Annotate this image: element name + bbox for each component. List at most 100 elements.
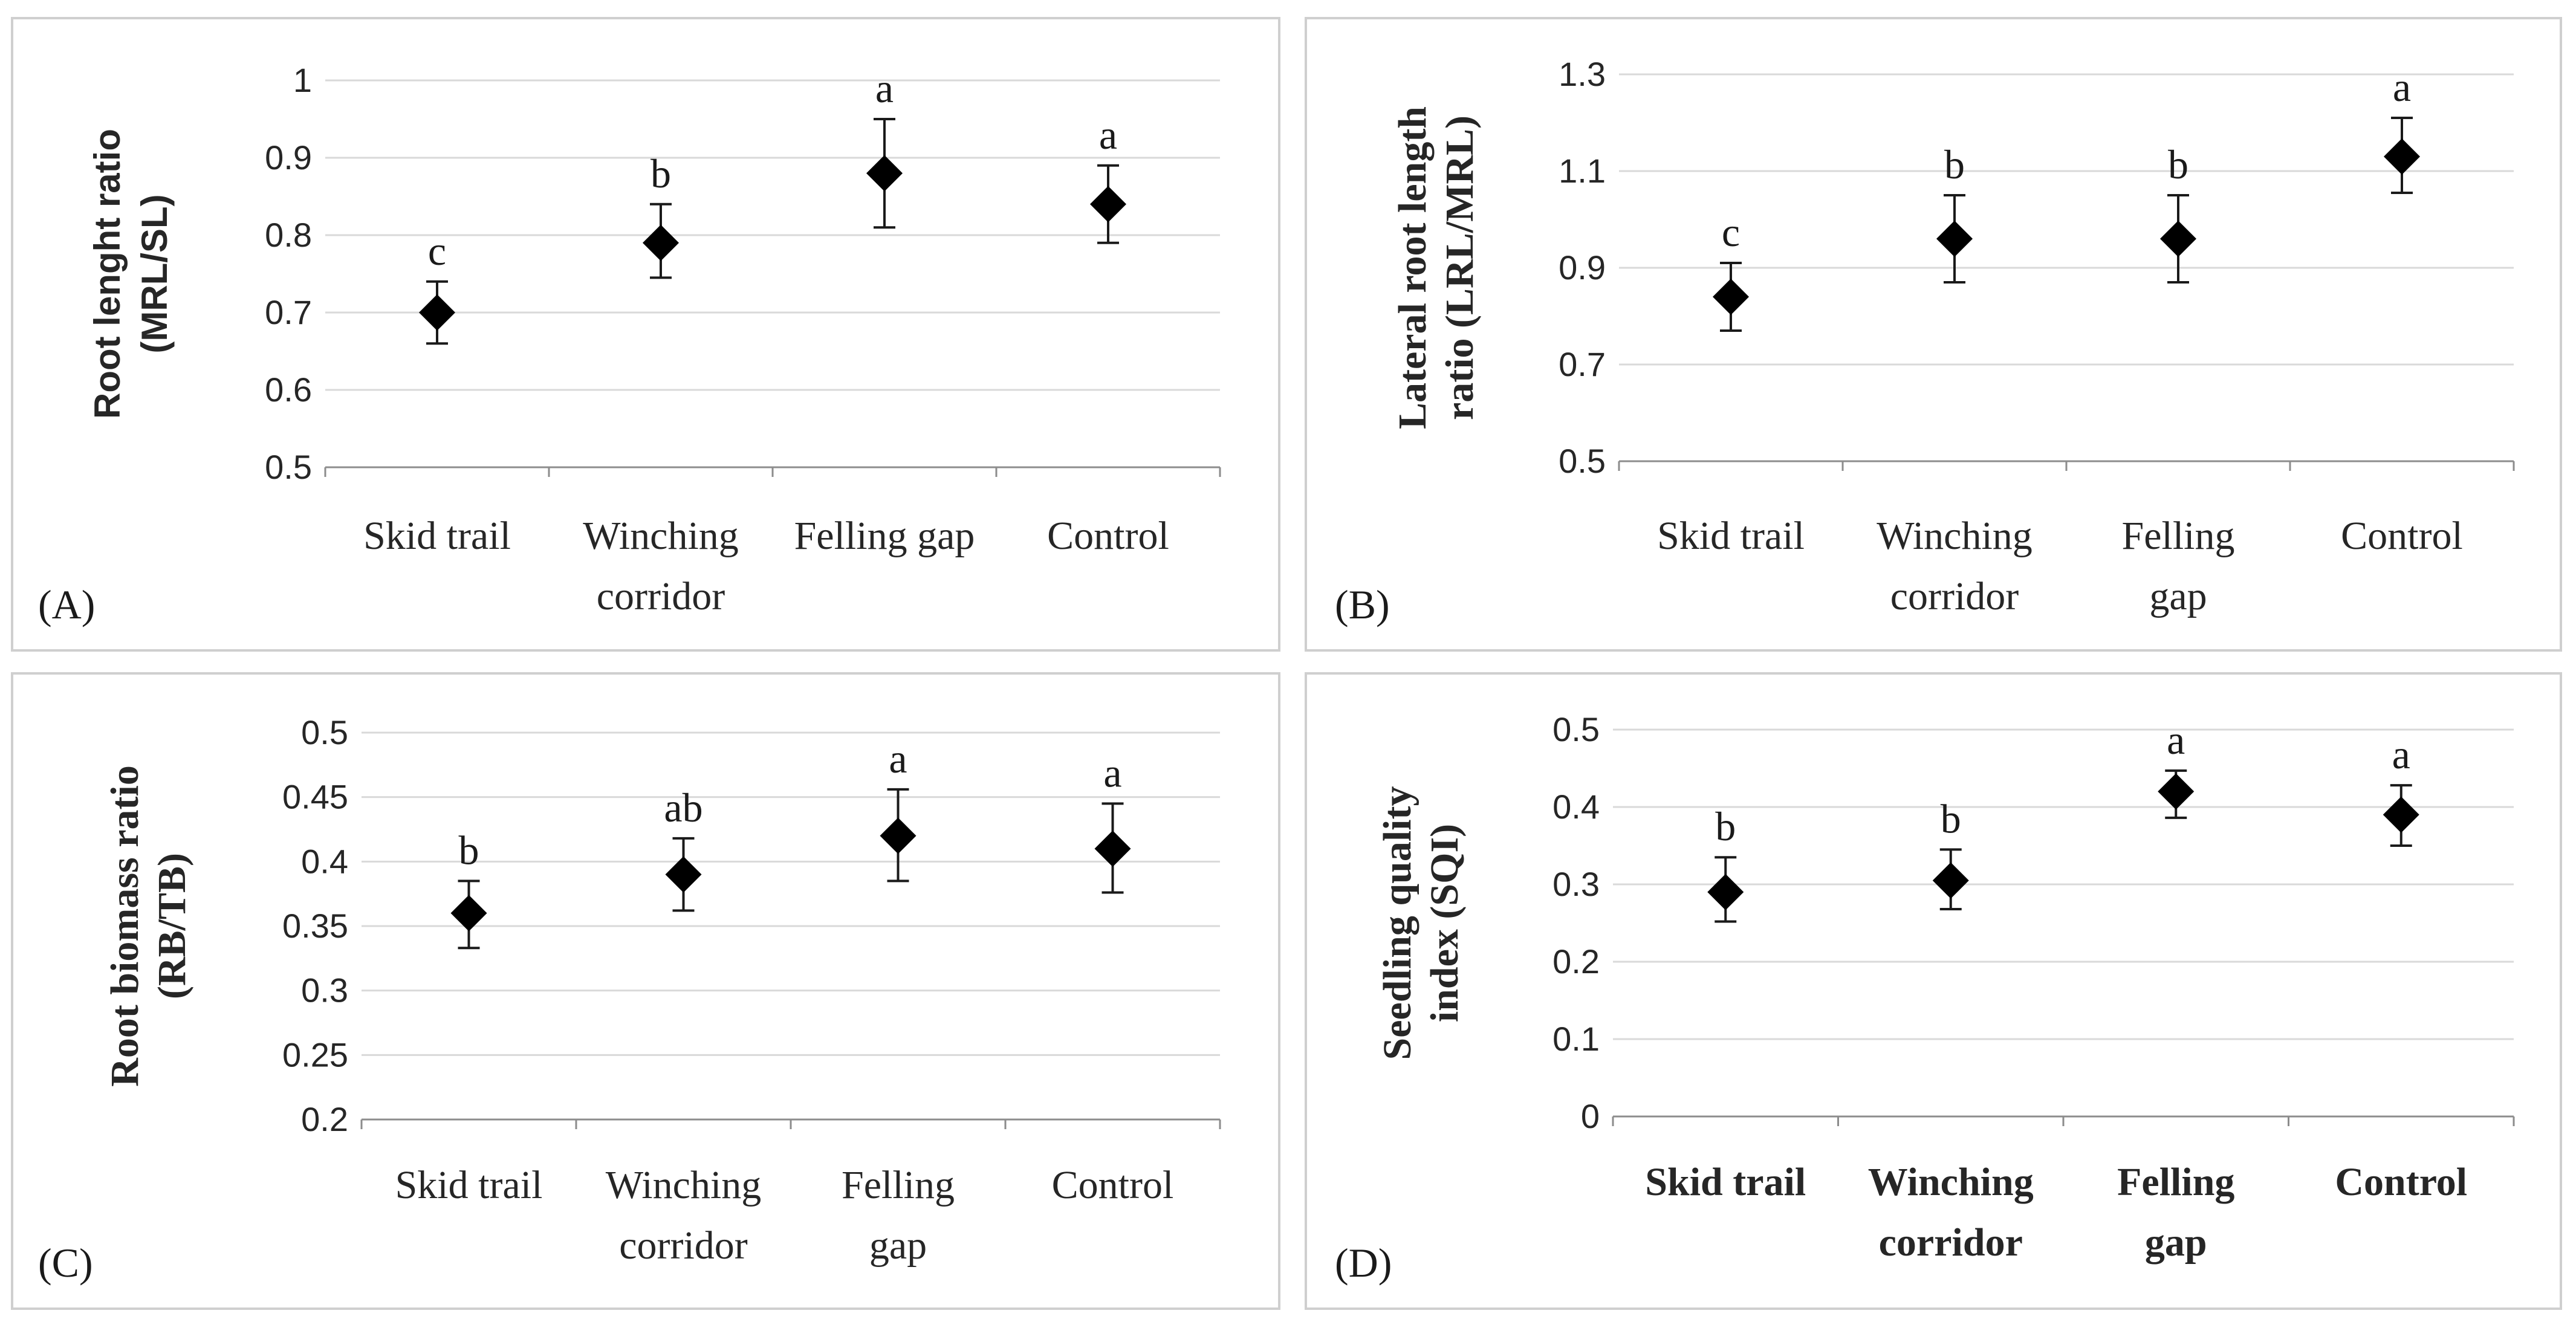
panel-d-category-label-line: Winching: [1868, 1160, 2034, 1204]
panel-d-category-label-line: Control: [2335, 1160, 2467, 1204]
panel-a-category-label-line: Skid trail: [363, 514, 511, 558]
panel-b-category-label-line: gap: [2149, 574, 2207, 618]
panel-b-significance-letter: a: [2393, 64, 2411, 110]
panel-d-y-axis-label-line: Seedling quality: [1375, 786, 1419, 1060]
panel-d-frame: [1305, 672, 2562, 1310]
panel-c-ytick-label: 0.5: [301, 713, 348, 751]
panel-b-ytick-label: 0.9: [1559, 248, 1606, 287]
panel-c-ytick-label: 0.2: [301, 1100, 348, 1138]
panel-b-y-axis-label-line: ratio (LRL/MRL): [1438, 115, 1482, 420]
panel-d-chart: 0 0.1 0.2 0.3 0.4 0.5 Seedling qualityindex (S…: [1305, 672, 2562, 1310]
panel-d-category-label: Control: [2335, 1160, 2467, 1204]
panel-c-data-point: [450, 895, 487, 932]
panel-c-category-label: Winching corridor: [606, 1163, 762, 1268]
panel-b-category-label: Winching corridor: [1877, 514, 2033, 618]
panel-d-significance-letter: a: [2167, 717, 2185, 763]
panel-b-y-axis-label: Lateral root lengthratio (LRL/MRL): [1390, 106, 1482, 429]
panel-d-category-label: Winching corridor: [1868, 1160, 2034, 1265]
panel-d-category-label-line: Felling: [2117, 1160, 2234, 1204]
panel-d-category-label-line: corridor: [1879, 1220, 2023, 1265]
panel-c-y-axis-label-line: Root biomass ratio: [103, 765, 147, 1087]
panel-b-data-point: [2160, 221, 2196, 257]
panel-c-y-axis-label-line: (RB/TB): [150, 853, 194, 999]
panel-c-category-label: Control: [1052, 1163, 1174, 1207]
panel-c-ytick-label: 0.4: [301, 842, 348, 880]
panel-a-ytick-label: 0.9: [265, 138, 312, 177]
panel-a-category-label: Felling gap: [794, 514, 975, 558]
panel-b-frame: [1305, 17, 2562, 652]
panel-d-category-label-line: Skid trail: [1645, 1160, 1806, 1204]
panel-c-label: (C): [38, 1240, 93, 1286]
panel-b-category-label-line: Winching: [1877, 514, 2033, 558]
panel-c-category-label-line: Skid trail: [395, 1163, 543, 1207]
panel-d-category-label: Felling gap: [2117, 1160, 2234, 1265]
panel-c-data-point: [880, 817, 917, 854]
panel-c-category-label-line: Winching: [606, 1163, 762, 1207]
panel-b-chart: 0.5 0.7 0.9 1.1 1.3 Lateral root lengthratio …: [1305, 17, 2562, 652]
panel-c-category-label: Felling gap: [842, 1163, 955, 1268]
panel-a-significance-letter: c: [428, 228, 446, 274]
panel-c-category-label: Skid trail: [395, 1163, 543, 1207]
panel-d-significance-letter: b: [1941, 795, 1961, 841]
panel-a-category-label: Control: [1047, 514, 1169, 558]
panel-a-data-point: [866, 155, 903, 192]
panel-a-chart: 0.5 0.6 0.7 0.8 0.9 1 Root lenght ratio (MRL/SL…: [11, 17, 1280, 652]
panel-a-significance-letter: b: [650, 151, 671, 196]
panel-d-data-point: [2383, 796, 2419, 833]
panel-d-ytick-label: 0.3: [1552, 865, 1600, 903]
panel-a-data-point: [419, 294, 455, 331]
panel-a-category-label: Winching corridor: [583, 514, 739, 618]
panel-b-data-point: [1713, 279, 1749, 315]
panel-b-y-axis-label-line: Lateral root length: [1390, 106, 1435, 429]
panel-c-category-label-line: Felling: [842, 1163, 955, 1207]
panel-d-ytick-label: 0: [1581, 1097, 1600, 1135]
panel-b-significance-letter: c: [1722, 209, 1740, 255]
panel-b-category-label-line: corridor: [1890, 574, 2019, 618]
panel-c-category-label-line: Control: [1052, 1163, 1174, 1207]
panel-c-data-point: [1094, 831, 1131, 867]
panel-a-category-label-line: corridor: [597, 574, 725, 618]
panel-a-ytick-label: 1: [293, 61, 312, 99]
panel-d-y-axis-label: Seedling qualityindex (SQI): [1375, 786, 1467, 1060]
panel-a-category-label-line: Control: [1047, 514, 1169, 558]
panel-b-significance-letter: b: [2168, 141, 2188, 187]
panel-d-data-point: [1707, 873, 1744, 910]
panel-d-y-axis-label-line: index (SQI): [1423, 824, 1467, 1022]
panel-b-significance-letter: b: [1944, 141, 1965, 187]
panel-c-ytick-label: 0.3: [301, 971, 348, 1009]
panel-a-frame: [11, 17, 1280, 652]
panel-d-category-label: Skid trail: [1645, 1160, 1806, 1204]
panel-d-ytick-label: 0.1: [1552, 1020, 1600, 1058]
panel-b-label: (B): [1335, 582, 1390, 627]
panel-d-ytick-label: 0.5: [1552, 710, 1600, 748]
panel-b-category-label-line: Skid trail: [1657, 514, 1805, 558]
panel-b-category-label-line: Felling: [2121, 514, 2234, 558]
panel-c-chart: 0.2 0.25 0.3 0.35 0.4 0.45 0.5 Root biomass rat…: [11, 672, 1280, 1310]
panel-b-category-label: Felling gap: [2121, 514, 2234, 618]
panel-c-data-point: [665, 856, 702, 893]
panel-a-ytick-label: 0.6: [265, 371, 312, 409]
panel-c-ytick-label: 0.45: [282, 778, 348, 816]
panel-c-category-label-line: corridor: [619, 1223, 748, 1268]
panel-c-significance-letter: a: [1103, 750, 1121, 795]
panel-a-significance-letter: a: [875, 65, 894, 111]
panel-a-data-point: [643, 224, 679, 261]
panel-d-data-point: [1932, 862, 1969, 899]
panel-d-data-point: [2158, 773, 2195, 810]
panel-c-ytick-label: 0.35: [282, 907, 348, 945]
panel-b-data-point: [1936, 221, 1973, 257]
panel-b-ytick-label: 1.1: [1559, 152, 1606, 190]
panel-a-significance-letter: a: [1099, 112, 1117, 158]
panel-a-y-axis-label-line: (MRL/SL): [134, 194, 175, 353]
panel-d-label: (D): [1335, 1240, 1392, 1286]
panel-b-ytick-label: 0.5: [1559, 442, 1606, 480]
panel-a-category-label: Skid trail: [363, 514, 511, 558]
panel-b-category-label: Skid trail: [1657, 514, 1805, 558]
panel-c-y-axis-label: Root biomass ratio(RB/TB): [103, 765, 194, 1087]
panel-a-y-axis-label-line: Root lenght ratio: [87, 129, 128, 419]
panel-c-significance-letter: ab: [664, 785, 702, 831]
panel-c-ytick-label: 0.25: [282, 1035, 348, 1074]
panel-c-significance-letter: b: [459, 827, 479, 873]
panel-a-ytick-label: 0.7: [265, 293, 312, 331]
